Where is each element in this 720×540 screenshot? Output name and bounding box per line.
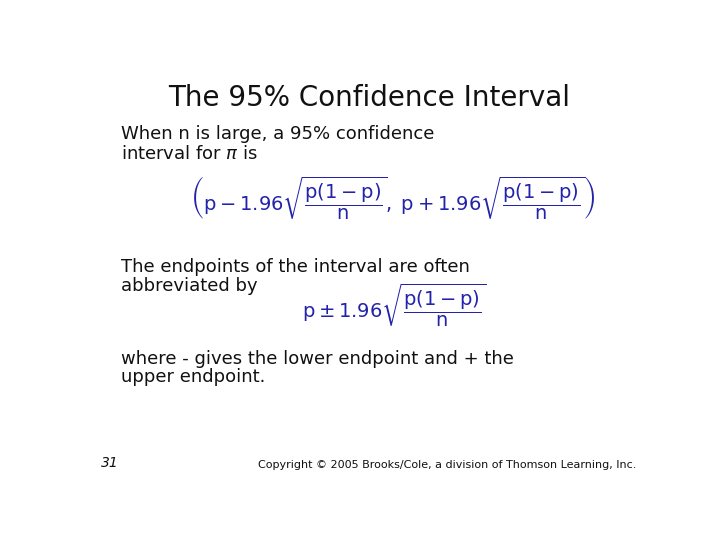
- Text: The 95% Confidence Interval: The 95% Confidence Interval: [168, 84, 570, 112]
- Text: When n is large, a 95% confidence: When n is large, a 95% confidence: [121, 125, 434, 143]
- Text: The endpoints of the interval are often: The endpoints of the interval are often: [121, 258, 469, 276]
- Text: upper endpoint.: upper endpoint.: [121, 368, 265, 386]
- Text: where - gives the lower endpoint and + the: where - gives the lower endpoint and + t…: [121, 349, 513, 368]
- Text: interval for $\pi$ is: interval for $\pi$ is: [121, 145, 258, 163]
- Text: $\left( \mathrm{p} - 1.96\sqrt{\dfrac{\mathrm{p}(1-\mathrm{p})}{\mathrm{n}}},\; : $\left( \mathrm{p} - 1.96\sqrt{\dfrac{\m…: [190, 175, 595, 222]
- Text: abbreviated by: abbreviated by: [121, 277, 257, 295]
- Text: $\mathrm{p} \pm 1.96\sqrt{\dfrac{\mathrm{p}(1-\mathrm{p})}{\mathrm{n}}}$: $\mathrm{p} \pm 1.96\sqrt{\dfrac{\mathrm…: [302, 282, 487, 329]
- Text: Copyright © 2005 Brooks/Cole, a division of Thomson Learning, Inc.: Copyright © 2005 Brooks/Cole, a division…: [258, 460, 637, 470]
- Text: 31: 31: [101, 456, 119, 470]
